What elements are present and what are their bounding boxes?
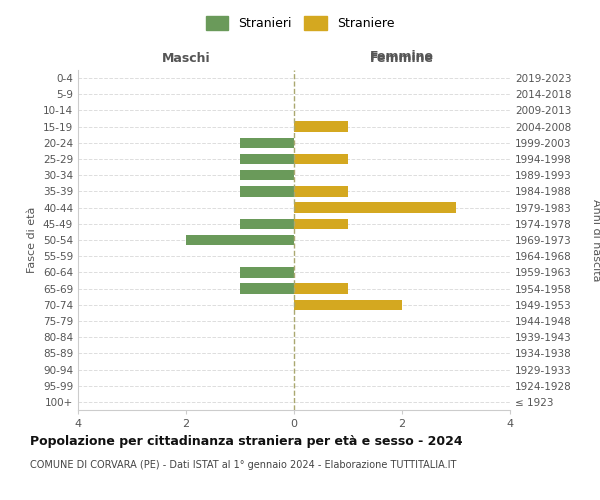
Text: Maschi: Maschi [161,52,211,65]
Bar [240,186,294,196]
Bar [294,186,348,196]
Bar [240,154,294,164]
Bar [240,267,294,278]
Bar [294,300,402,310]
Bar [294,284,348,294]
Bar [240,138,294,148]
Bar [240,284,294,294]
Text: Femmine: Femmine [370,52,434,65]
Text: Popolazione per cittadinanza straniera per età e sesso - 2024: Popolazione per cittadinanza straniera p… [30,435,463,448]
Bar [294,154,348,164]
Bar [240,170,294,180]
Text: COMUNE DI CORVARA (PE) - Dati ISTAT al 1° gennaio 2024 - Elaborazione TUTTITALIA: COMUNE DI CORVARA (PE) - Dati ISTAT al 1… [30,460,457,470]
Bar [294,202,456,213]
Y-axis label: Fasce di età: Fasce di età [28,207,37,273]
Bar [240,218,294,229]
Y-axis label: Anni di nascita: Anni di nascita [591,198,600,281]
Legend: Stranieri, Straniere: Stranieri, Straniere [201,11,399,35]
Text: Femmine: Femmine [370,50,434,63]
Bar [294,218,348,229]
Bar [294,122,348,132]
Bar [186,234,294,246]
